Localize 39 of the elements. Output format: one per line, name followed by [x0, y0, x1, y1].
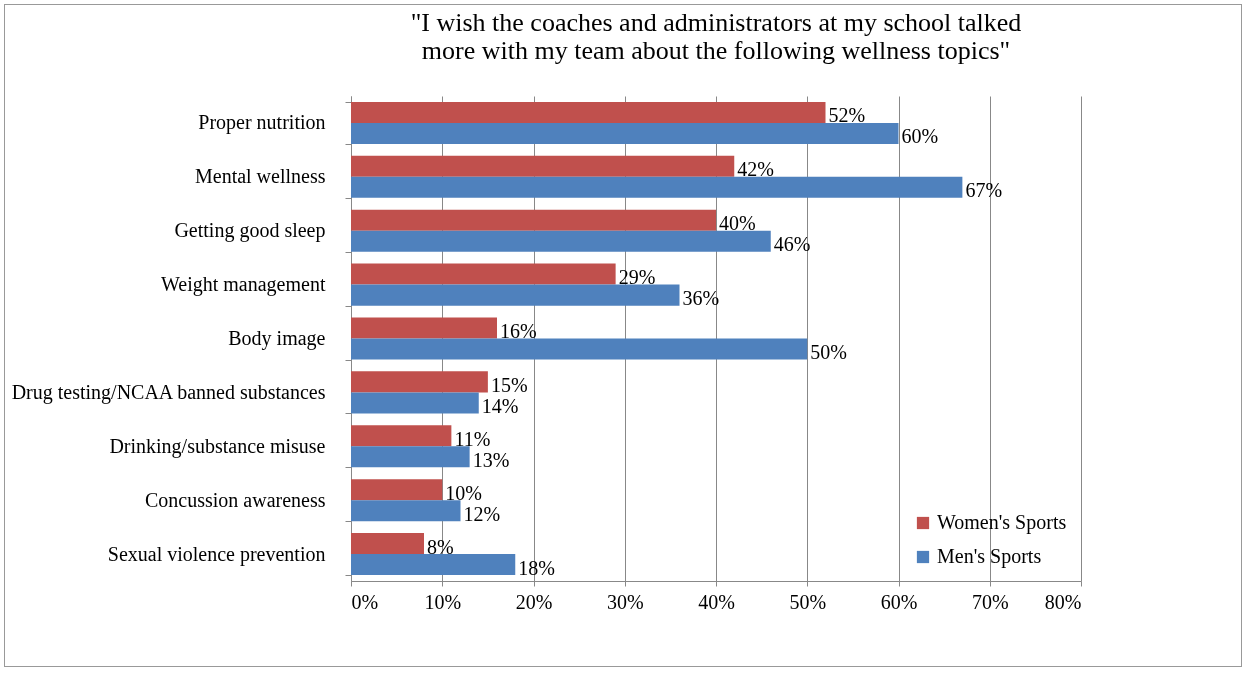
data-label: 67%	[965, 179, 1003, 202]
x-tick-label: 30%	[606, 590, 644, 613]
data-label: 8%	[427, 535, 454, 558]
data-label: 13%	[472, 448, 510, 471]
data-label: 52%	[828, 104, 866, 127]
data-label: 40%	[719, 212, 756, 235]
y-tick-label: Drug testing/NCAA banned substances	[11, 380, 326, 404]
y-tick-label: Concussion awareness	[144, 488, 326, 511]
x-tick-label: 10%	[424, 590, 462, 613]
x-tick-label: 0%	[351, 590, 379, 613]
x-tick-label: 60%	[880, 590, 918, 613]
chart-title: "I wish the coaches and administrators at my school talked more with my team about the following wellness topics"	[410, 8, 1022, 65]
x-tick-label: 50%	[789, 590, 827, 613]
data-label: 12%	[463, 502, 501, 525]
data-label: 36%	[682, 287, 720, 310]
x-tick-label: 40%	[698, 590, 735, 613]
data-label: 14%	[481, 394, 519, 417]
y-tick-label: Proper nutrition	[198, 111, 326, 135]
y-tick-label: Sexual violence prevention	[107, 542, 326, 566]
y-tick-label: Body image	[228, 327, 326, 350]
data-label: 16%	[500, 319, 537, 342]
data-label: 29%	[618, 266, 656, 289]
data-label: 60%	[901, 125, 939, 148]
x-tick-label: 70%	[971, 590, 1009, 613]
y-tick-label: Drinking/substance misuse	[109, 434, 326, 458]
x-tick-label: 80%	[1044, 590, 1082, 613]
y-tick-label: Weight management	[161, 273, 326, 297]
y-tick-label: Mental wellness	[194, 165, 326, 188]
y-tick-label: Getting good sleep	[174, 219, 326, 243]
x-tick-label: 20%	[515, 590, 553, 613]
data-label: 15%	[490, 373, 528, 396]
data-label: 42%	[737, 158, 774, 181]
data-label: 10%	[445, 481, 482, 504]
legend-label: Men's Sports	[937, 545, 1042, 568]
data-label: 11%	[454, 427, 491, 450]
data-label: 46%	[773, 233, 811, 256]
data-label: 18%	[518, 556, 555, 579]
legend-label: Women's Sports	[937, 511, 1067, 534]
data-label: 50%	[810, 341, 847, 364]
